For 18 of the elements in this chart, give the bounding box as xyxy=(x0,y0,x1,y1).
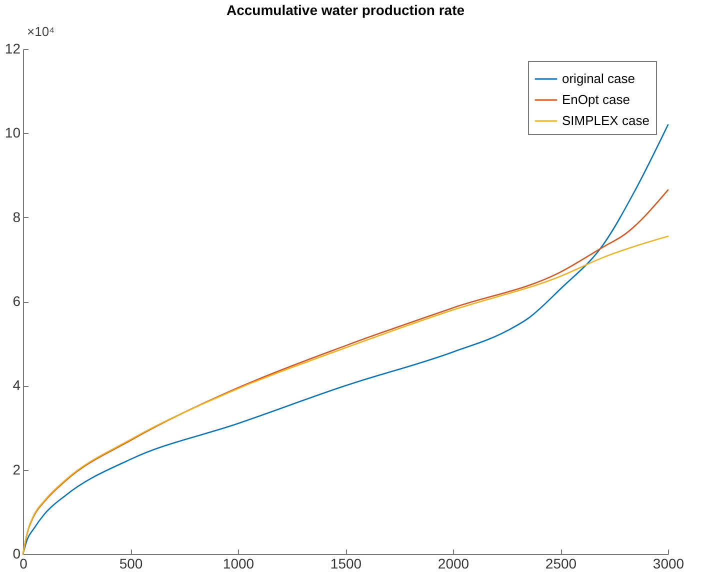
y-tick-label: 12 xyxy=(4,40,21,56)
text: ×10⁴ xyxy=(27,24,55,39)
legend-label: original case xyxy=(562,71,635,86)
chart-title: Accumulative water production rate xyxy=(226,2,465,18)
x-tick-label: 1500 xyxy=(330,556,362,572)
y-tick-label: 2 xyxy=(12,461,21,478)
x-tick-label: 3000 xyxy=(652,556,684,572)
legend-label: EnOpt case xyxy=(562,92,630,107)
x-tick-label: 1000 xyxy=(222,556,254,572)
legend-label: SIMPLEX case xyxy=(562,113,650,128)
y-tick-label: 0 xyxy=(12,546,21,562)
y-tick-label: 4 xyxy=(12,377,21,394)
x-tick-label: 500 xyxy=(119,556,143,572)
y-tick-label: 8 xyxy=(12,208,21,225)
y-tick-label: 10 xyxy=(4,124,21,141)
y-tick-label: 6 xyxy=(12,293,21,309)
x-tick-label: 2000 xyxy=(438,556,470,572)
x-tick-label: 2500 xyxy=(545,556,577,572)
